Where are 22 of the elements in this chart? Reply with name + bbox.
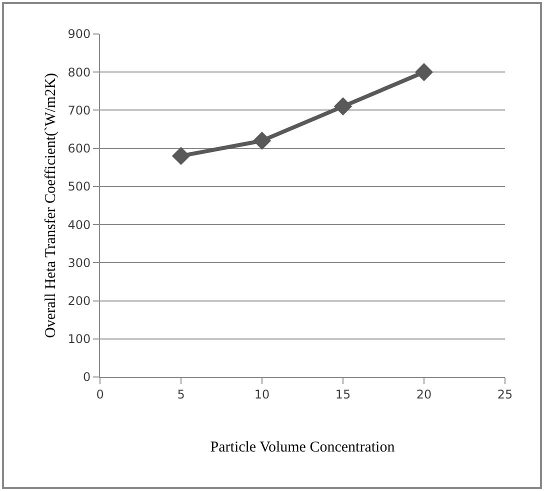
y-tick-label: 200 — [68, 294, 91, 308]
point — [172, 146, 190, 166]
x-tick-label: 20 — [416, 387, 432, 402]
y-tick-label: 600 — [68, 142, 91, 156]
y-tick-label: 800 — [68, 65, 91, 80]
y-tick-label: 100 — [68, 332, 91, 346]
x-tick-label: 5 — [177, 387, 185, 402]
y-axis-title: Overall Heta Transfer Coefficient(`W/m2K) — [42, 72, 59, 338]
y-tick-label: 700 — [68, 103, 91, 118]
y-tick-label: 400 — [68, 218, 91, 232]
y-tick-label: 500 — [68, 180, 91, 194]
x-tick-label: 10 — [254, 387, 270, 402]
x-axis-title: Particle Volume Concentration — [210, 439, 396, 456]
y-tick-label: 900 — [68, 27, 91, 42]
point — [334, 97, 352, 116]
point — [414, 63, 434, 82]
x-tick-label: 0 — [96, 387, 104, 402]
x-tick-label: 15 — [335, 387, 351, 402]
x-tick-label: 25 — [497, 387, 513, 402]
y-tick-label: 300 — [68, 256, 91, 270]
point — [252, 132, 272, 150]
y-tick-label: 0 — [82, 370, 91, 384]
